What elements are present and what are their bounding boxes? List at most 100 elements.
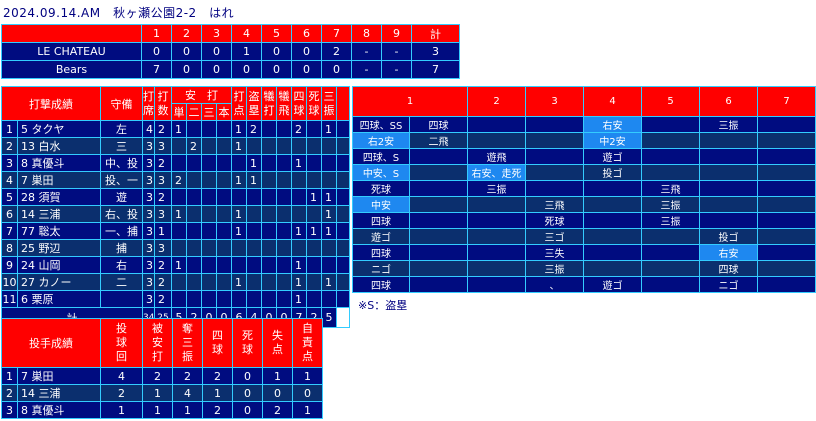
at-bat-result — [699, 148, 758, 165]
at-bat-result — [757, 276, 816, 293]
stat-cell — [186, 154, 202, 172]
pitching-stat: 4 — [100, 367, 143, 385]
stat-cell — [276, 290, 292, 308]
inning-header: 5 — [641, 86, 700, 117]
stat-cell — [186, 171, 202, 189]
stat-cell — [216, 188, 232, 206]
total-header: 計 — [411, 24, 460, 43]
at-bat-result — [757, 260, 816, 277]
pitching-stat: 0 — [232, 367, 263, 385]
stat-cell — [246, 239, 262, 257]
stat-cell — [216, 205, 232, 223]
at-bat-result — [699, 196, 758, 213]
stat-cell — [276, 273, 292, 291]
at-bat-result: 中2安 — [583, 132, 642, 149]
stat-cell — [261, 256, 277, 274]
at-bat-result — [583, 244, 642, 261]
at-bat-row: 死球 三振 三飛 — [352, 180, 816, 197]
pitching-stat: 2 — [202, 367, 233, 385]
batting-order: 6 — [1, 205, 18, 223]
at-bat-row: 中安、S 右安、走死 投ゴ — [352, 164, 816, 181]
spacer-cell — [336, 307, 350, 328]
player-name: 77 聡太 — [17, 222, 101, 240]
at-bat-grid: 1 2 3 4 5 6 7 四球、SS 四球 右安 三振 右2安 二飛 中2安 四球、S 遊飛 遊ゴ 中安、S 右安… — [352, 86, 816, 293]
at-bat-result — [641, 228, 700, 245]
pitching-stat: 1 — [100, 401, 143, 419]
at-bat-row: ニゴ 三振 四球 — [352, 260, 816, 277]
stat-cell — [291, 205, 307, 223]
stat-cell: 1 — [321, 205, 337, 223]
stat-cell — [261, 273, 277, 291]
stat-cell — [321, 137, 337, 155]
stat-cell — [321, 239, 337, 257]
inning-header: 9 — [381, 24, 412, 43]
at-bat-result: 三振 — [699, 116, 758, 133]
batter-row: 5 28 須賀遊 3 2 1 1 — [1, 188, 350, 206]
stat-cell: 2 — [154, 273, 172, 291]
stat-cell: 3 — [142, 222, 155, 240]
stat-cell — [201, 205, 217, 223]
stat-cell — [186, 222, 202, 240]
batting-order: 10 — [1, 273, 18, 291]
stat-cell: 3 — [142, 205, 155, 223]
at-bat-result — [757, 180, 816, 197]
stat-cell: 3 — [154, 137, 172, 155]
stat-header: 打 点 — [231, 86, 247, 121]
at-bat-result — [525, 148, 584, 165]
pitching-stat: 0 — [232, 384, 263, 402]
stat-cell — [216, 171, 232, 189]
position: 一、捕 — [100, 222, 143, 240]
batting-table: 打撃成績 守備打 席打 数安 打打 点盗 塁犠 打犠 飛四 球死 球三 振単二三本… — [1, 86, 350, 328]
batting-header-top: 打撃成績 守備打 席打 数安 打打 点盗 塁犠 打犠 飛四 球死 球三 振 — [1, 86, 350, 121]
stat-cell: 1 — [231, 273, 247, 291]
stat-cell: 3 — [142, 154, 155, 172]
inning-header: 1 — [141, 24, 172, 43]
pitcher-name: 8 真優斗 — [17, 401, 101, 419]
stat-cell — [201, 256, 217, 274]
inning-score: 0 — [141, 42, 172, 61]
stat-cell: 1 — [154, 222, 172, 240]
stat-cell — [306, 273, 322, 291]
pitching-stat: 4 — [172, 384, 203, 402]
batter-row: 8 25 野辺捕 3 3 — [1, 239, 350, 257]
stat-cell: 1 — [291, 222, 307, 240]
at-bat-result — [467, 244, 526, 261]
stat-cell: 3 — [154, 171, 172, 189]
pitcher-name: 7 巣田 — [17, 367, 101, 385]
pitching-stat: 1 — [142, 384, 173, 402]
position: 遊 — [100, 188, 143, 206]
stat-cell — [276, 137, 292, 155]
stat-cell — [261, 188, 277, 206]
at-bat-result — [641, 260, 700, 277]
at-bat-result: 三振 — [525, 260, 584, 277]
stat-cell: 3 — [142, 239, 155, 257]
at-bat-result: 遊ゴ — [583, 276, 642, 293]
stat-cell — [276, 222, 292, 240]
stat-header: 犠 打 — [261, 86, 277, 121]
stat-cell: 1 — [321, 188, 337, 206]
stat-cell — [261, 120, 277, 138]
at-bat-result: 四球 — [352, 244, 410, 261]
at-bat-result — [699, 164, 758, 181]
spacer-cell — [336, 273, 350, 291]
at-bat-result: ニゴ — [352, 260, 410, 277]
pitching-stat: 0 — [262, 384, 293, 402]
stat-cell: 3 — [142, 137, 155, 155]
pitching-stat-header: 奪 三 振 — [172, 318, 203, 368]
linescore-table: 1 2 3 4 5 6 7 8 9 計 LE CHATEAU 0 0 0 1 0 0 2- -3 Bears 7 0 0 0 0… — [1, 24, 460, 79]
position: 中、投 — [100, 154, 143, 172]
at-bat-result — [641, 164, 700, 181]
stat-cell — [186, 205, 202, 223]
at-bat-result: 死球 — [352, 180, 410, 197]
stat-header: 単 — [171, 103, 187, 121]
position — [100, 290, 143, 308]
pitching-title: 投手成績 — [1, 318, 101, 368]
at-bat-result: 三ゴ — [525, 228, 584, 245]
team-row: Bears 7 0 0 0 0 0 0- -7 — [1, 60, 460, 79]
stat-header: 打 数 — [154, 86, 172, 121]
at-bat-row: 四球 、遊ゴ ニゴ — [352, 276, 816, 293]
stat-cell: 1 — [171, 205, 187, 223]
position: 左 — [100, 120, 143, 138]
